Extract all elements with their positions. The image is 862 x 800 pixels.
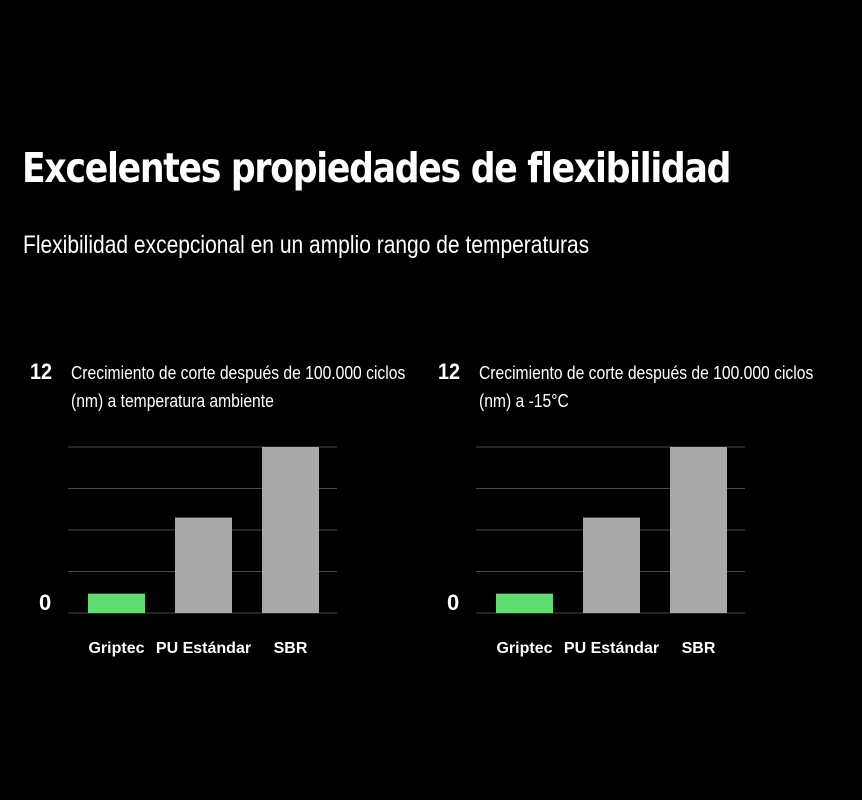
y-axis-min-label: 0	[39, 590, 52, 615]
chart-minus-15c: 12 Crecimiento de corte después de 100.0…	[438, 355, 838, 675]
chart-ambient-temperature: 12 Crecimiento de corte después de 100.0…	[30, 355, 430, 675]
bar-pu-est-ndar	[583, 517, 640, 613]
bar-griptec	[88, 593, 145, 613]
x-tick-label: PU Estándar	[564, 640, 659, 657]
x-tick-label: Griptec	[496, 640, 552, 657]
x-tick-label: SBR	[682, 640, 716, 657]
x-tick-label: SBR	[274, 640, 308, 657]
x-tick-label: Griptec	[88, 640, 144, 657]
x-tick-label: PU Estándar	[156, 640, 251, 657]
bar-pu-est-ndar	[175, 517, 232, 613]
bar-chart-plot: Griptec PU Estándar SBR	[68, 446, 337, 657]
bar-sbr	[262, 447, 319, 613]
bar-chart-plot: Griptec PU Estándar SBR	[476, 446, 745, 657]
y-axis-max-label: 12	[438, 359, 461, 384]
chart-title: Crecimiento de corte después de 100.000 …	[479, 363, 814, 411]
page-subtitle: Flexibilidad excepcional en un amplio ra…	[23, 231, 590, 259]
y-axis-max-label: 12	[30, 359, 53, 384]
bar-griptec	[496, 593, 553, 613]
page-title: Excelentes propiedades de flexibilidad	[22, 144, 731, 192]
chart-title: Crecimiento de corte después de 100.000 …	[71, 363, 406, 411]
bar-sbr	[670, 447, 727, 613]
y-axis-min-label: 0	[447, 590, 460, 615]
